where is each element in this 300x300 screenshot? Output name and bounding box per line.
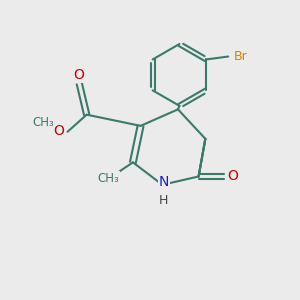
Text: CH₃: CH₃	[97, 172, 119, 185]
Text: O: O	[73, 68, 84, 82]
Text: H: H	[159, 194, 169, 207]
Text: Br: Br	[234, 50, 248, 63]
Text: CH₃: CH₃	[32, 116, 54, 128]
Text: N: N	[159, 176, 169, 189]
Text: O: O	[227, 169, 238, 184]
Text: O: O	[54, 124, 64, 138]
